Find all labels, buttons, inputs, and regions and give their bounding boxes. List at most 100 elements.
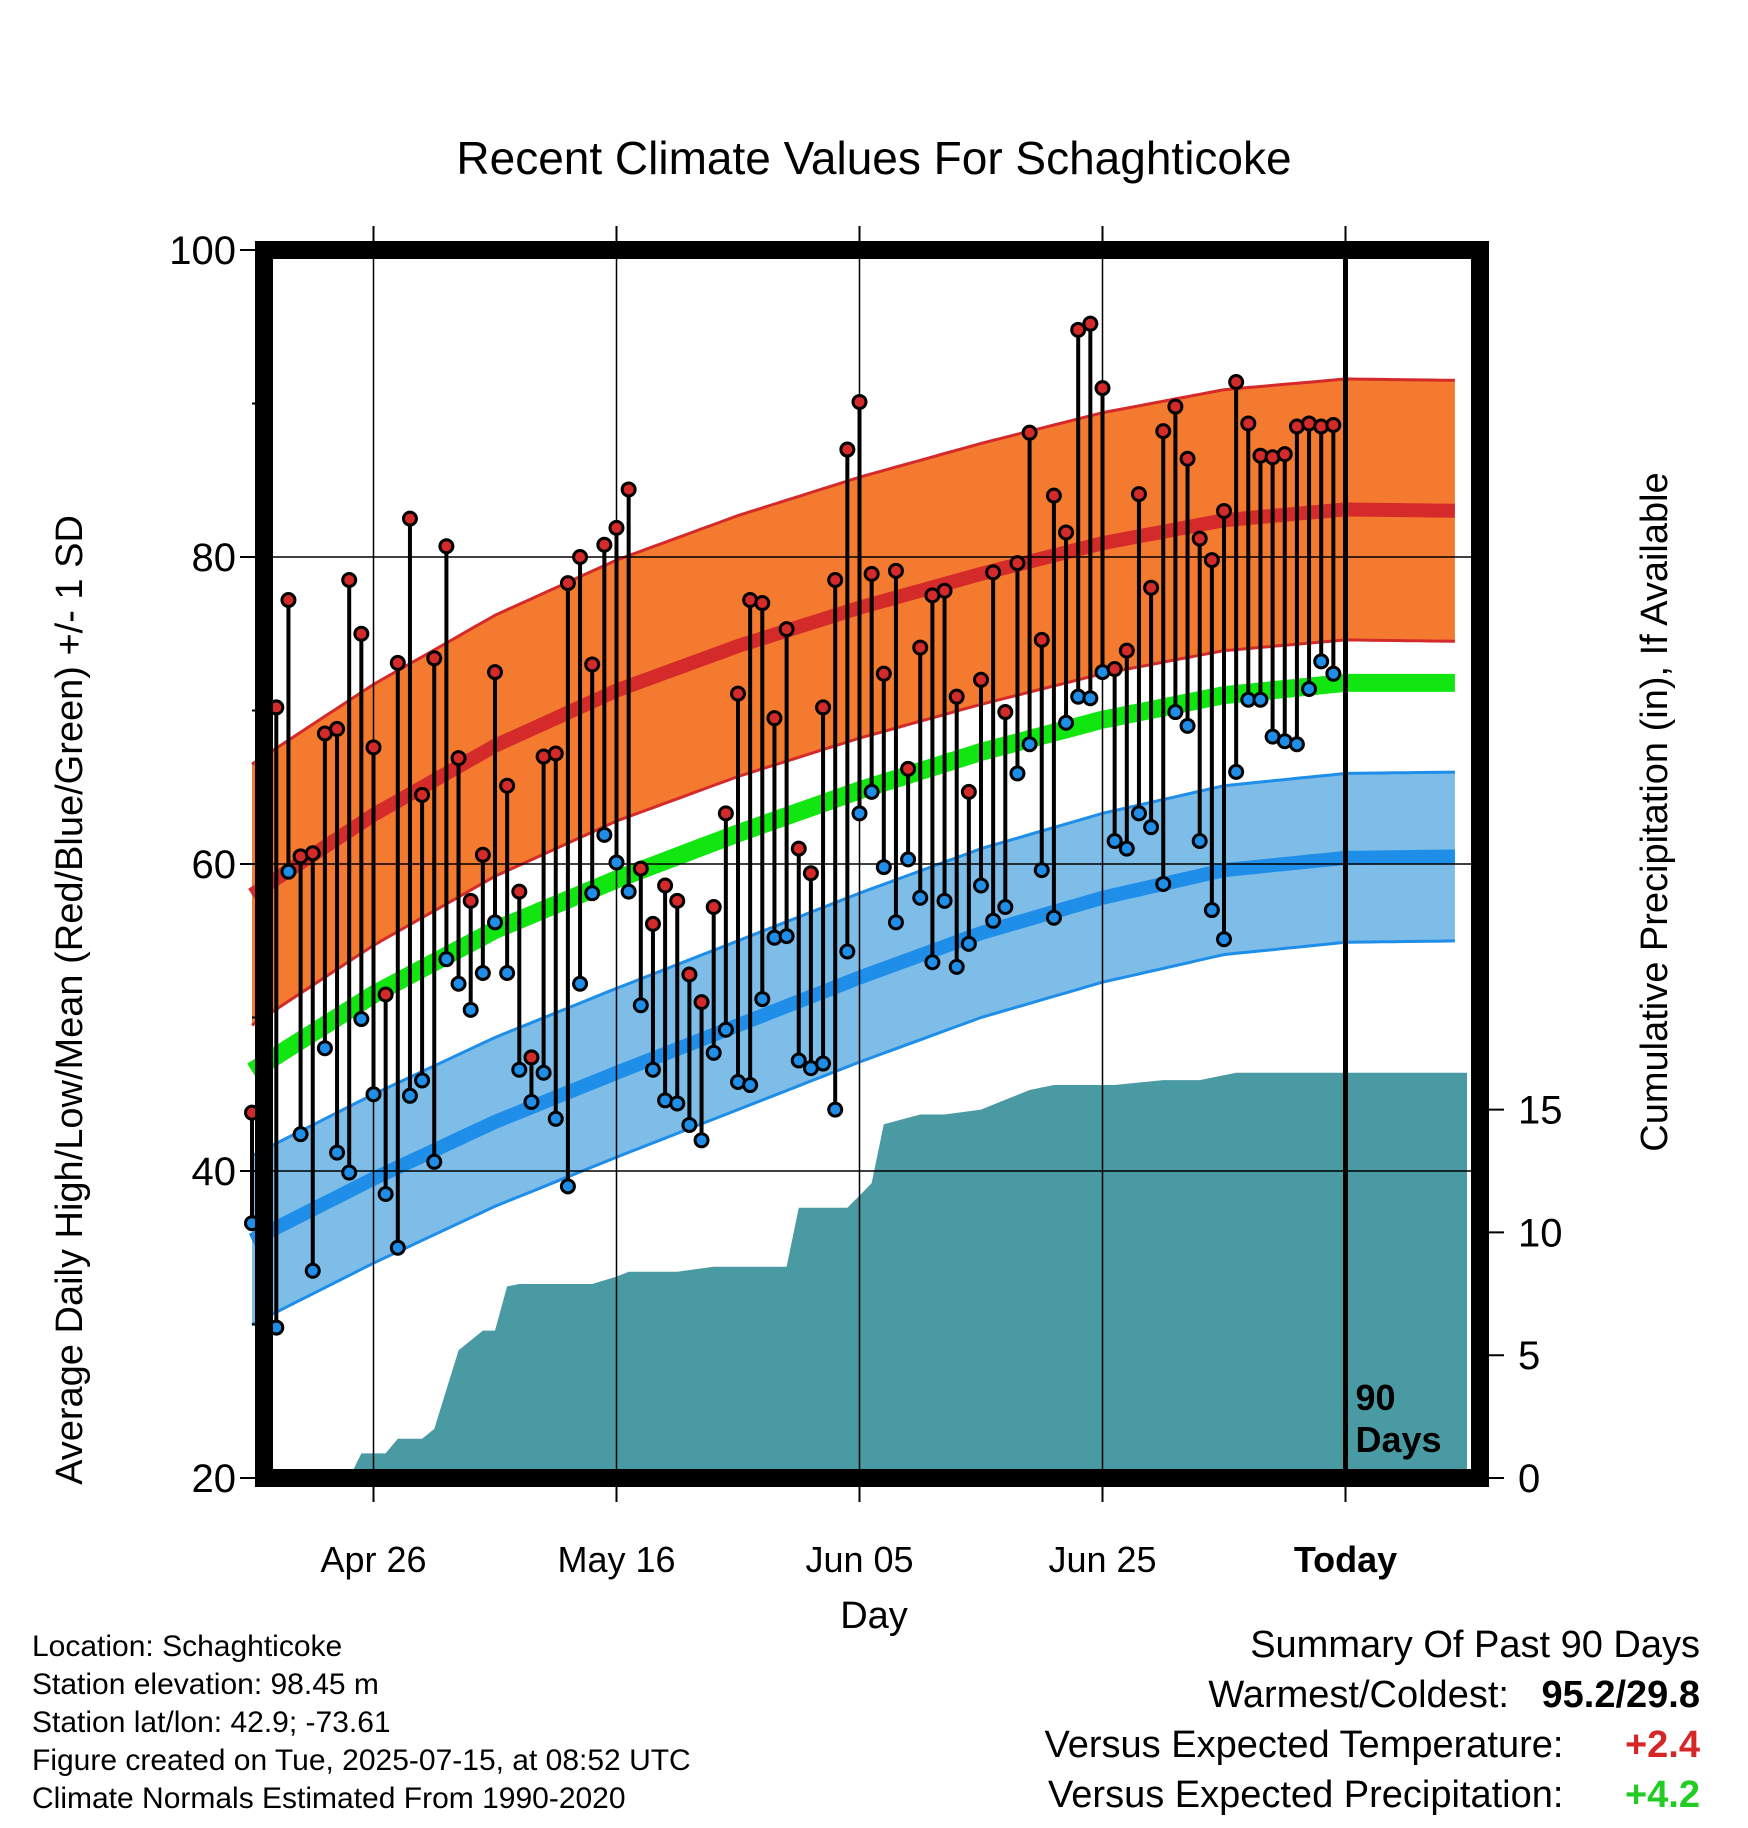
low-point: [572, 975, 589, 992]
high-point: [1179, 450, 1196, 467]
low-point: [644, 1061, 661, 1078]
high-point: [584, 656, 601, 673]
low-point: [1228, 763, 1245, 780]
low-point: [693, 1132, 710, 1149]
low-point: [1252, 691, 1269, 708]
x-tick-label: Jun 05: [805, 1539, 913, 1580]
temp-value: +2.4: [1624, 1724, 1700, 1766]
high-point: [778, 621, 795, 638]
normal-bands: [247, 377, 1456, 1326]
high-point: [681, 966, 698, 983]
high-point: [1082, 315, 1099, 332]
low-point: [827, 1101, 844, 1118]
low-point: [389, 1239, 406, 1256]
high-point: [839, 441, 856, 458]
summary-warm-cold: Warmest/Coldest: 95.2/29.8: [1208, 1674, 1700, 1717]
high-point: [438, 538, 455, 555]
low-point: [1216, 931, 1232, 948]
y-tick-label: 40: [192, 1150, 237, 1194]
low-point: [948, 958, 965, 975]
low-point: [1118, 840, 1135, 857]
summary-temp: Versus Expected Temperature: +2.4: [1045, 1724, 1700, 1767]
low-point: [875, 859, 892, 876]
low-point: [559, 1178, 576, 1195]
high-point: [596, 536, 613, 553]
low-point: [584, 885, 601, 902]
high-point: [717, 805, 734, 822]
low-point: [316, 1040, 333, 1057]
high-point: [693, 994, 710, 1011]
low-point: [596, 826, 613, 843]
high-point: [1203, 552, 1220, 569]
high-point: [644, 915, 661, 932]
high-point: [657, 877, 674, 894]
low-point: [778, 928, 795, 945]
high-point: [1216, 502, 1232, 519]
low-point: [341, 1164, 358, 1181]
high-point: [1009, 555, 1026, 572]
high-point: [1045, 487, 1062, 504]
low-point: [705, 1044, 722, 1061]
high-point: [802, 865, 819, 882]
high-point: [632, 860, 649, 877]
high-point: [572, 549, 589, 565]
high-point: [887, 562, 904, 579]
low-point: [499, 964, 516, 981]
low-point: [1288, 736, 1305, 753]
high-point: [827, 572, 844, 589]
low-point: [292, 1126, 309, 1143]
high-point: [487, 664, 503, 681]
x-tick-label: May 16: [557, 1539, 675, 1580]
low-point: [487, 914, 503, 931]
low-point: [997, 898, 1014, 915]
precip-value: +4.2: [1624, 1774, 1700, 1816]
low-point: [1167, 704, 1184, 721]
mean-normal-line: [247, 673, 1455, 1079]
high-point: [912, 639, 929, 656]
low-point: [960, 935, 977, 952]
station-info: Location: Schaghticoke Station elevation…: [32, 1628, 691, 1818]
low-point: [742, 1077, 759, 1094]
high-point: [341, 572, 358, 589]
y2-tick-label: 10: [1518, 1211, 1563, 1255]
high-point: [863, 565, 880, 582]
high-point: [754, 595, 771, 612]
low-point: [1313, 653, 1330, 670]
low-point: [887, 914, 904, 931]
high-point: [1325, 416, 1342, 433]
low-point: [1058, 714, 1075, 731]
low-point: [304, 1262, 321, 1279]
y-tick-label: 20: [192, 1457, 237, 1501]
high-point: [790, 840, 807, 857]
today-label-line2: Days: [1356, 1419, 1442, 1460]
high-point: [280, 591, 297, 608]
low-point: [608, 854, 625, 871]
high-point: [851, 393, 868, 410]
x-axis-label: Day: [840, 1595, 908, 1637]
low-point: [632, 997, 649, 1014]
low-point: [474, 964, 491, 981]
chart-title: Recent Climate Values For Schaghticoke: [456, 132, 1291, 184]
low-point: [1301, 681, 1318, 698]
low-point: [280, 863, 297, 880]
high-point: [1033, 631, 1050, 648]
high-point: [985, 564, 1002, 581]
low-point: [401, 1087, 418, 1104]
high-point: [462, 892, 479, 909]
high-point: [1070, 321, 1087, 338]
location-text: Location: Schaghticoke: [32, 1630, 343, 1663]
high-point: [377, 986, 394, 1003]
high-point: [730, 685, 746, 702]
y2-tick-label: 15: [1518, 1089, 1563, 1133]
warm-cold-value: 95.2/29.8: [1541, 1674, 1700, 1716]
y-axis-label: Average Daily High/Low/Mean (Red/Blue/Gr…: [49, 515, 91, 1485]
low-point: [912, 889, 929, 906]
high-point: [1058, 524, 1075, 541]
high-point: [1155, 423, 1172, 440]
low-upper-edge: [251, 770, 1455, 1158]
low-point: [450, 975, 467, 992]
low-point: [681, 1116, 698, 1133]
low-point: [329, 1144, 346, 1161]
low-point: [1045, 909, 1062, 926]
